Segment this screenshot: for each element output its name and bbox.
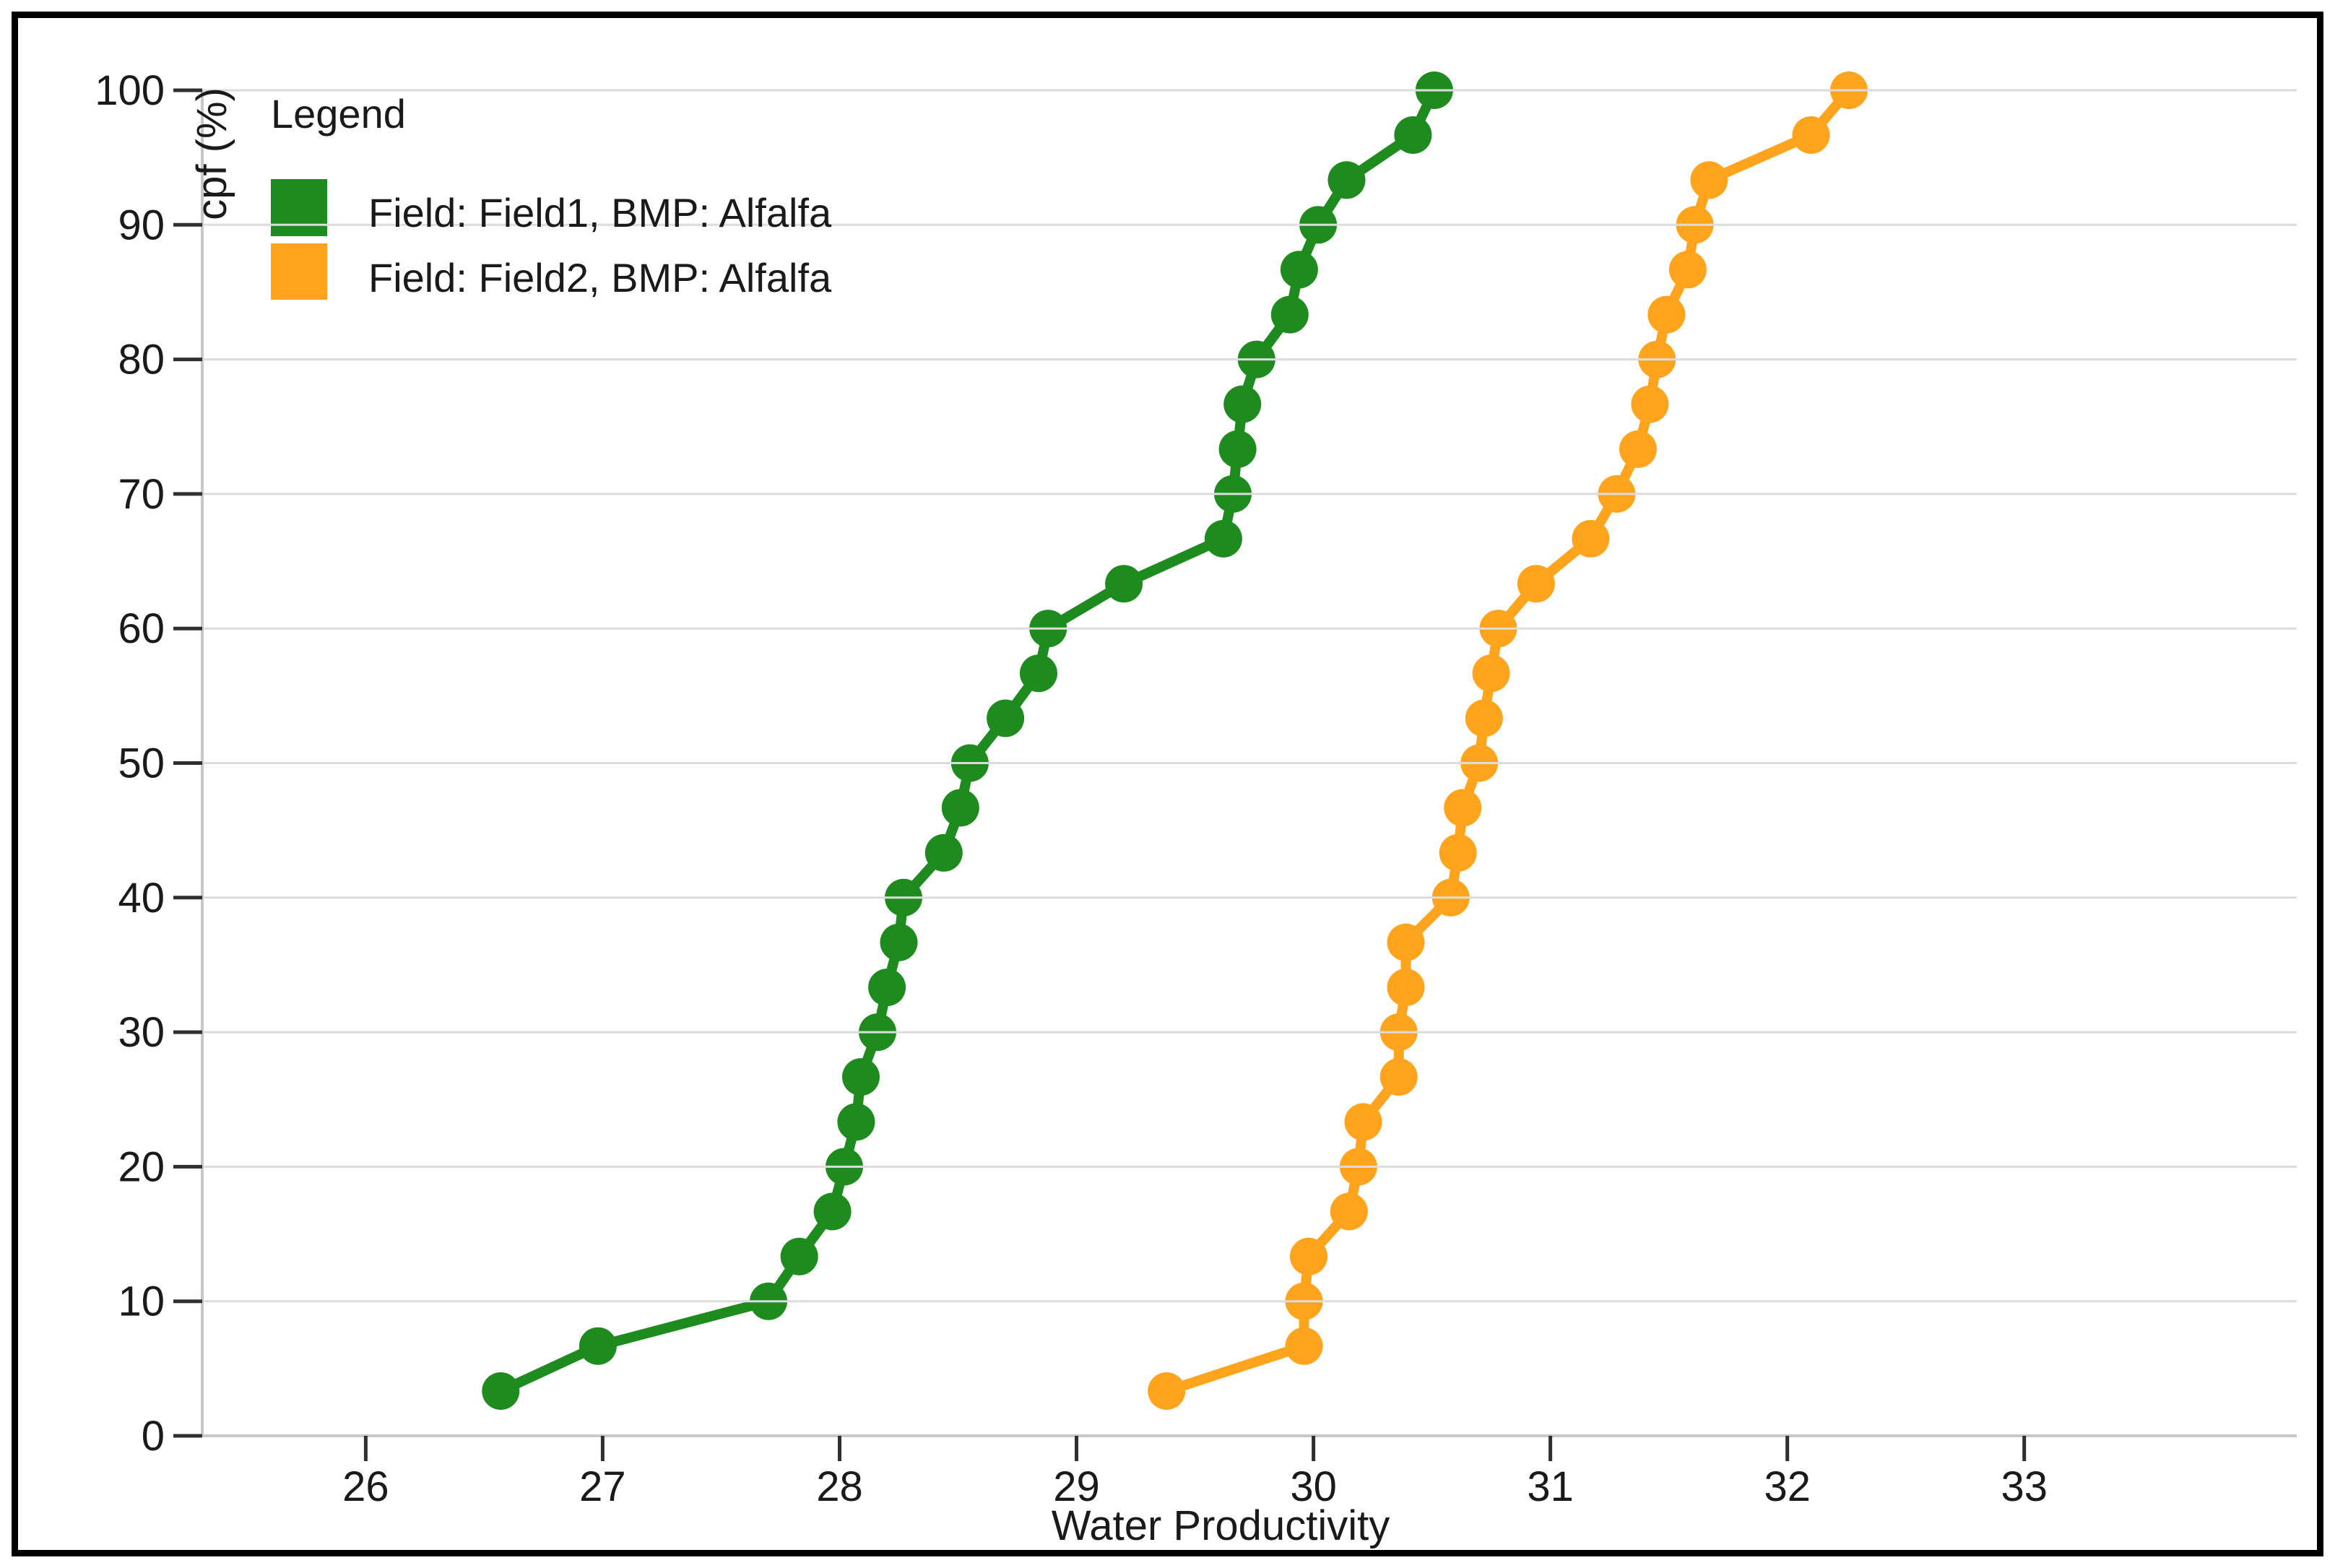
y-axis-title: cpf (%) xyxy=(189,87,235,220)
data-point-series2 xyxy=(1668,251,1707,289)
data-point-series2 xyxy=(1379,1058,1418,1096)
x-tick-label-28: 28 xyxy=(816,1463,863,1510)
data-point-series2 xyxy=(1690,161,1728,199)
data-point-series1 xyxy=(924,833,963,872)
data-point-series1 xyxy=(1223,385,1262,423)
y-tick-label-20: 20 xyxy=(118,1143,165,1190)
data-point-series1 xyxy=(1218,430,1257,468)
data-point-series1 xyxy=(880,923,918,961)
data-point-series1 xyxy=(1204,519,1242,558)
y-tick-label-90: 90 xyxy=(118,202,165,248)
data-point-series1 xyxy=(941,789,979,827)
series-line-2 xyxy=(1161,85,1854,1396)
tick-marks-layer xyxy=(173,88,2027,1461)
y-tick-label-10: 10 xyxy=(118,1278,165,1325)
data-point-series1 xyxy=(842,1058,880,1096)
data-point-series2 xyxy=(1330,1192,1368,1231)
data-point-series1 xyxy=(987,699,1025,737)
y-tick-label-40: 40 xyxy=(118,875,165,922)
data-point-series1 xyxy=(780,1237,818,1275)
data-point-series1 xyxy=(482,1372,520,1410)
data-point-series1 xyxy=(837,1103,875,1141)
legend-swatch-field2 xyxy=(271,243,327,300)
y-tick-label-30: 30 xyxy=(118,1009,165,1056)
legend-title: Legend xyxy=(271,91,406,137)
y-tick-label-80: 80 xyxy=(118,337,165,384)
data-point-series2 xyxy=(1465,699,1503,737)
data-point-series2 xyxy=(1148,1372,1186,1410)
data-point-series2 xyxy=(1572,519,1610,558)
legend-label-field1: Field: Field1, BMP: Alfalfa xyxy=(368,190,832,235)
y-tick-label-0: 0 xyxy=(142,1413,165,1460)
data-point-series1 xyxy=(579,1327,617,1365)
data-point-series2 xyxy=(1517,565,1555,603)
data-point-series1 xyxy=(1105,565,1143,603)
data-point-series2 xyxy=(1387,969,1425,1007)
data-point-series2 xyxy=(1792,116,1830,154)
data-point-series2 xyxy=(1344,1103,1382,1141)
data-point-series2 xyxy=(1631,385,1669,423)
data-point-series1 xyxy=(1327,161,1366,199)
legend-swatch-field1 xyxy=(271,179,327,236)
x-axis-title: Water Productivity xyxy=(1052,1502,1390,1549)
data-point-series1 xyxy=(813,1192,852,1231)
legend-label-field2: Field: Field2, BMP: Alfalfa xyxy=(368,255,832,300)
data-point-series1 xyxy=(1280,251,1318,289)
data-point-series2 xyxy=(1290,1237,1327,1275)
data-point-series2 xyxy=(1619,430,1657,468)
data-point-series2 xyxy=(1647,295,1686,334)
image-border-frame xyxy=(12,12,2323,1556)
x-tick-label-31: 31 xyxy=(1527,1463,1574,1510)
y-tick-label-100: 100 xyxy=(95,67,165,114)
x-tick-label-33: 33 xyxy=(2001,1463,2048,1510)
data-point-series1 xyxy=(868,969,906,1007)
data-point-series2 xyxy=(1439,833,1477,872)
data-point-series2 xyxy=(1387,923,1425,961)
data-point-series1 xyxy=(1020,654,1057,693)
y-tick-label-60: 60 xyxy=(118,605,165,652)
x-tick-label-30: 30 xyxy=(1290,1463,1337,1510)
data-point-series1 xyxy=(1270,295,1309,334)
gridlines-layer xyxy=(202,89,2297,1303)
legend-swatches-layer xyxy=(271,179,327,300)
data-point-series2 xyxy=(1472,654,1510,693)
data-point-series2 xyxy=(1444,789,1482,827)
x-tick-label-27: 27 xyxy=(579,1463,626,1510)
x-tick-label-29: 29 xyxy=(1053,1463,1100,1510)
y-tick-label-70: 70 xyxy=(118,471,165,518)
x-tick-label-26: 26 xyxy=(342,1463,389,1510)
y-tick-label-50: 50 xyxy=(118,740,165,787)
data-point-series1 xyxy=(1394,116,1432,154)
data-point-series2 xyxy=(1285,1327,1323,1365)
tick-labels-layer: 0 10 20 30 40 50 60 70 80 90 100 26 27 28 29 30 31 32 33 xyxy=(95,67,2048,1510)
x-tick-label-32: 32 xyxy=(1764,1463,1811,1510)
